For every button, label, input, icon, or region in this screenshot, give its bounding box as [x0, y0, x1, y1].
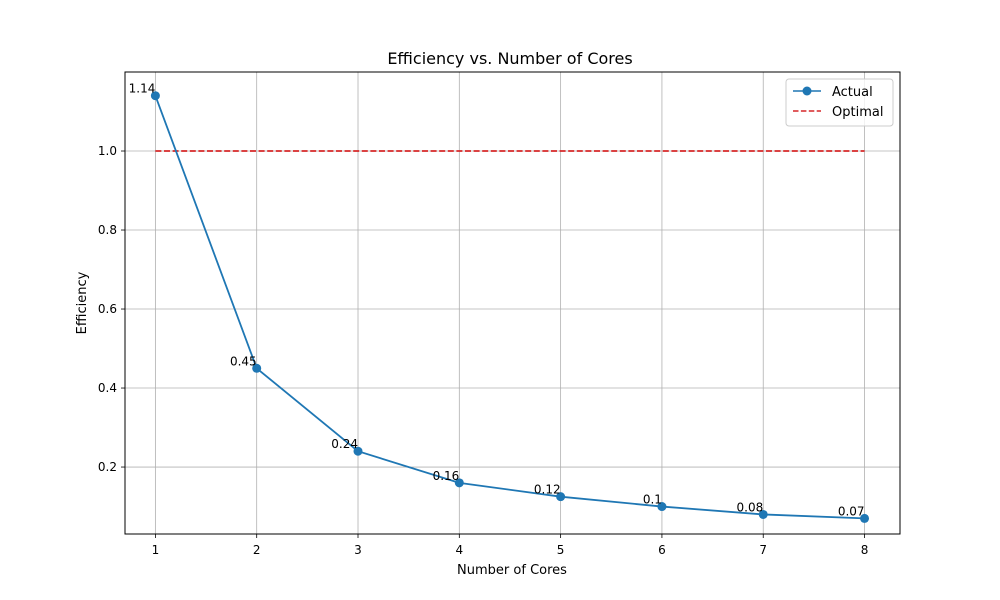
data-label: 1.14 [129, 82, 156, 96]
data-label: 0.24 [331, 437, 358, 451]
data-point-actual [556, 492, 566, 502]
x-tick-label: 1 [152, 543, 160, 557]
data-label: 0.07 [838, 504, 865, 518]
x-tick-label: 7 [759, 543, 767, 557]
legend-marker-actual [802, 86, 812, 96]
data-label: 0.1 [643, 493, 662, 507]
data-label: 0.45 [230, 354, 257, 368]
y-axis: 0.2 0.4 0.6 0.8 1.0 [98, 144, 125, 474]
data-point-actual [758, 509, 768, 519]
data-point-actual [657, 502, 667, 512]
y-tick-label: 1.0 [98, 144, 117, 158]
data-point-actual [860, 513, 870, 523]
y-axis-label: Efficiency [75, 271, 90, 334]
y-tick-label: 0.6 [98, 302, 117, 316]
legend: Actual Optimal [785, 78, 894, 127]
data-point-actual [353, 446, 363, 456]
data-label: 0.12 [534, 483, 561, 497]
x-axis: 1 2 3 4 5 6 7 8 [152, 534, 869, 557]
x-axis-label: Number of Cores [457, 563, 567, 578]
y-tick-label: 0.2 [98, 460, 117, 474]
data-label: 0.16 [433, 469, 460, 483]
series [150, 91, 870, 523]
data-label: 0.08 [737, 500, 764, 514]
data-labels: 1.14 0.45 0.24 0.16 0.12 0.1 0.08 0.07 [129, 82, 865, 519]
chart-title: Efficiency vs. Number of Cores [387, 49, 632, 68]
plot-area [124, 71, 901, 535]
x-tick-label: 5 [557, 543, 565, 557]
x-tick-label: 3 [354, 543, 362, 557]
data-point-actual [150, 91, 160, 101]
x-tick-label: 8 [861, 543, 869, 557]
data-point-actual [252, 363, 262, 373]
x-tick-label: 6 [658, 543, 666, 557]
legend-label-optimal: Optimal [832, 105, 883, 120]
series-line-actual [154, 95, 865, 520]
data-point-actual [454, 478, 464, 488]
y-tick-label: 0.4 [98, 381, 117, 395]
grid [125, 72, 900, 534]
y-tick-label: 0.8 [98, 223, 117, 237]
x-tick-label: 4 [455, 543, 463, 557]
legend-label-actual: Actual [832, 85, 873, 100]
x-tick-label: 2 [253, 543, 261, 557]
